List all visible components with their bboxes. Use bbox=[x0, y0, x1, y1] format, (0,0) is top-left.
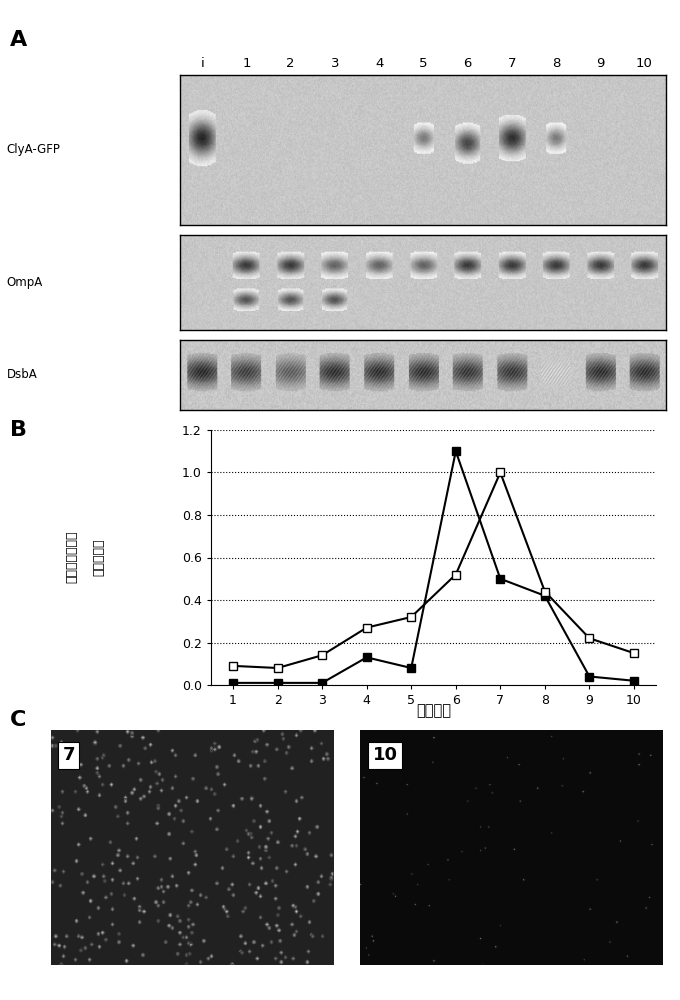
Text: 7: 7 bbox=[507, 57, 516, 70]
Text: 2: 2 bbox=[286, 57, 295, 70]
Text: DsbA: DsbA bbox=[7, 368, 37, 381]
Text: B: B bbox=[10, 420, 27, 440]
Text: 10: 10 bbox=[373, 746, 398, 764]
Text: OmpA: OmpA bbox=[7, 276, 43, 289]
Text: A: A bbox=[10, 30, 27, 50]
Text: 7: 7 bbox=[63, 746, 75, 764]
Text: 4: 4 bbox=[375, 57, 384, 70]
Text: 与荧光活性: 与荧光活性 bbox=[92, 538, 105, 576]
Text: 1: 1 bbox=[242, 57, 251, 70]
Text: 相对蛋白质含量: 相对蛋白质含量 bbox=[65, 531, 78, 583]
Text: 8: 8 bbox=[551, 57, 560, 70]
Text: 6: 6 bbox=[463, 57, 472, 70]
Text: 5: 5 bbox=[419, 57, 428, 70]
Text: 3: 3 bbox=[330, 57, 339, 70]
Text: ClyA-GFP: ClyA-GFP bbox=[7, 143, 61, 156]
Text: 10: 10 bbox=[636, 57, 653, 70]
Text: 9: 9 bbox=[596, 57, 605, 70]
Text: i: i bbox=[201, 57, 204, 70]
Text: C: C bbox=[10, 710, 27, 730]
Text: 流分编号: 流分编号 bbox=[416, 703, 452, 718]
